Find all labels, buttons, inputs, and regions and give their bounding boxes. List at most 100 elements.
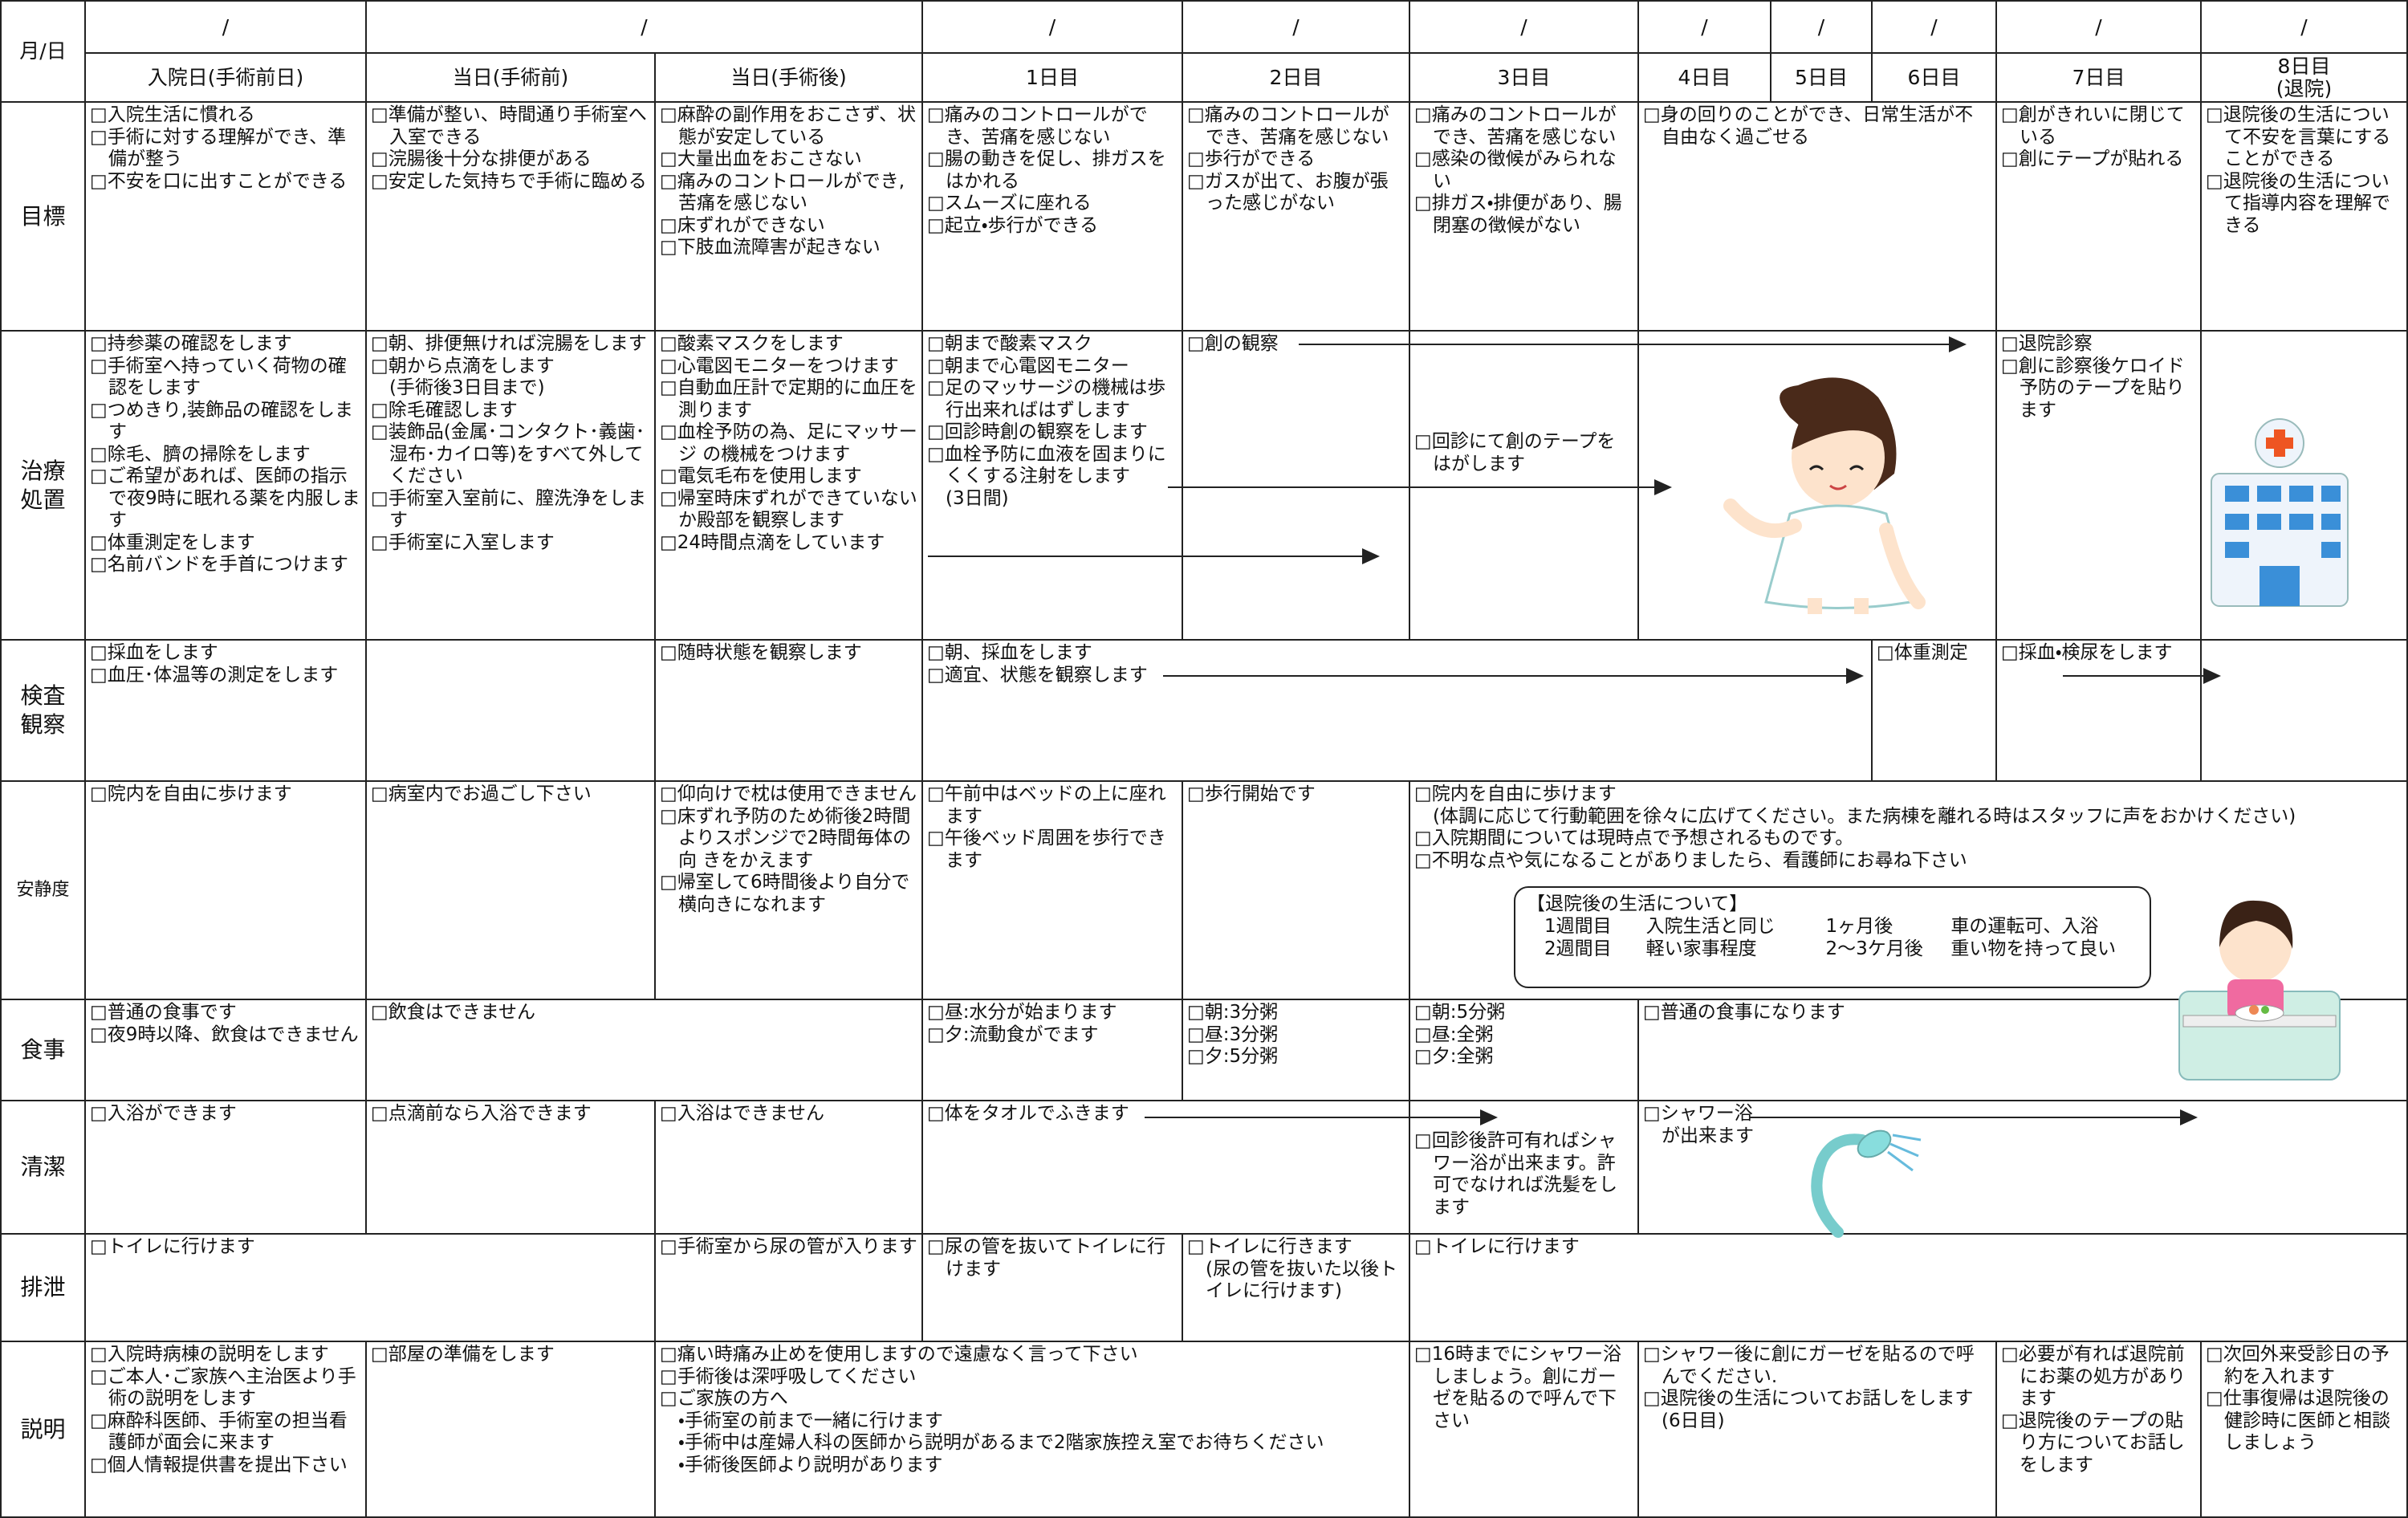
plan-cell (367, 641, 656, 782)
cell-items: □仰向けで枕は使用できません □床ずれ予防のため術後2時間よりスポンジで2時間毎体… (660, 783, 917, 916)
plan-cell: □痛みのコントロールができ、苦痛を感じない □歩行ができる □ガスが出て、お腹が張っ… (1183, 103, 1410, 332)
plan-cell: □入浴ができます (86, 1101, 367, 1235)
plan-cell: □必要が有れば退院前にお薬の処方があります □退院後のテープの貼り方についてお話し… (1997, 1342, 2202, 1518)
cell-items: □昼:水分が始まります □夕:流動食がでます (927, 1002, 1178, 1046)
plan-cell: □痛い時痛み止めを使用しますので遠慮なく言って下さい □手術後は深呼吸してください… (656, 1342, 1410, 1518)
plan-item: (3日間) (946, 487, 1009, 509)
plan-cell: □痛みのコントロールができ、苦痛を感じない □感染の徴候がみられない □排ガス・排便… (1410, 103, 1639, 332)
plan-cell: □朝:3分粥 □昼:3分粥 □夕:5分粥 (1183, 1000, 1410, 1101)
plan-item: □酸素マスクをします (660, 333, 844, 354)
cell-items: □トイレに行けます (1414, 1236, 2402, 1259)
plan-cell: □昼:水分が始まります □夕:流動食がでます (923, 1000, 1183, 1101)
plan-item: □痛みのコントロールができ、苦痛を感じない (1187, 104, 1389, 148)
plan-item: (手術後3日目まで) (389, 377, 545, 398)
plan-item: □飲食はできません (371, 1002, 536, 1023)
plan-item: □体重測定をします (90, 531, 255, 553)
cell-items: □病室内でお過ごし下さい (371, 783, 650, 806)
plan-item: □入浴はできません (660, 1103, 825, 1124)
row-label: 説明 (2, 1342, 86, 1518)
date-header: / (923, 2, 1183, 54)
plan-item: □歩行開始です (1187, 783, 1316, 804)
cell-items: □退院後の生活について不安を言葉にすることができる □退院後の生活について指導内容… (2206, 104, 2402, 237)
cell-items: □普通の食事になります (1643, 1002, 2402, 1024)
row-label: 検査観察 (2, 641, 86, 782)
plan-item: □個人情報提供書を提出下さい (90, 1454, 348, 1475)
plan-cell: □普通の食事です □夜9時以降、飲食はできません (86, 1000, 367, 1101)
plan-item: □ご本人･ご家族へ主治医より手術の説明をします (90, 1365, 356, 1410)
plan-item: □入浴ができます (90, 1103, 237, 1124)
plan-item: □床ずれ予防のため術後2時間よりスポンジで2時間毎体の向 きをかえます (660, 805, 912, 871)
plan-cell: □酸素マスクをします □心電図モニターをつけます □自動血圧計で定期的に血圧を測りま… (656, 332, 923, 641)
plan-item: □夕:流動食がでます (927, 1024, 1099, 1045)
date-header: / (2202, 2, 2408, 54)
plan-cell: □持参薬の確認をします □手術室へ持っていく荷物の確認をします □つめきり,装飾品の… (86, 332, 367, 641)
cell-items: □朝、排便無ければ浣腸をします □朝から点滴をします (手術後3日目まで) □除毛確認… (371, 333, 650, 554)
cell-items: □準備が整い、時間通り手術室へ入室できる □浣腸後十分な排便がある □安定した気持ち… (371, 104, 650, 193)
plan-item: ・手術室の前まで一緒に行けます (678, 1410, 943, 1431)
plan-cell: □朝まで酸素マスク □朝まで心電図モニター □足のマッサージの機械は歩行出来ればはず… (923, 332, 1183, 641)
plan-item: □トイレに行きます (1187, 1236, 1352, 1257)
plan-item: □創に診察後ケロイド予防のテープを貼ります (2001, 355, 2185, 421)
row-label-text: 治療処置 (20, 457, 66, 513)
plan-item: □退院後の生活について不安を言葉にすることができる (2206, 104, 2391, 169)
day-label: 3日目 (1497, 65, 1551, 89)
plan-cell: □創の観察 (1183, 332, 1410, 641)
plan-item: ・手術中は産婦人科の医師から説明があるまで2階家族控え室でお待ちください (678, 1432, 1324, 1453)
plan-item: □朝:5分粥 (1414, 1002, 1506, 1023)
plan-item: □麻酔の副作用をおこさず、状態が安定している (660, 104, 917, 148)
box-text: 1ヶ月後 (1825, 916, 1893, 937)
plan-item: □次回外来受診日の予約を入れます (2206, 1344, 2390, 1387)
cell-items: □普通の食事です □夜9時以降、飲食はできません (90, 1002, 361, 1046)
cell-items: □入院時病棟の説明をします □ご本人･ご家族へ主治医より手術の説明をします □麻酔科… (90, 1344, 361, 1476)
plan-item: □採血・検尿をします (2001, 642, 2173, 663)
box-text: 2週間目 (1544, 938, 1612, 959)
cell-items: □痛みのコントロールができ、苦痛を感じない □感染の徴候がみられない □排ガス・排便… (1414, 104, 1633, 237)
plan-item: □名前バンドを手首につけます (90, 554, 348, 575)
plan-item: □血栓予防の為、足にマッサージ の機械をつけます (660, 421, 917, 465)
plan-item: □手術室へ持っていく荷物の確認をします (90, 355, 347, 399)
plan-cell: □トイレに行けます (86, 1235, 656, 1342)
row-label-text: 検査観察 (20, 682, 66, 738)
plan-item: □シャワー浴が出来ます (1643, 1103, 1754, 1146)
plan-cell (1639, 332, 1997, 641)
plan-item: □不明な点や気になることがありましたら、看護師にお尋ね下さい (1414, 849, 1967, 871)
plan-item: □入院生活に慣れる (90, 104, 255, 125)
plan-cell: □点滴前なら入浴できます (367, 1101, 656, 1235)
date-header: / (1410, 2, 1639, 54)
plan-item: □朝、採血をします (927, 642, 1092, 663)
plan-item: □装飾品(金属･コンタクト･義歯･湿布･カイロ等)をすべて外してください (371, 421, 645, 486)
cell-items: □朝:3分粥 □昼:3分粥 □夕:5分粥 (1187, 1002, 1405, 1068)
plan-item: □足のマッサージの機械は歩行出来ればはずします (927, 377, 1166, 421)
plan-cell: □尿の管を抜いてトイレに行けます (923, 1235, 1183, 1342)
plan-item: □除毛確認します (371, 399, 518, 421)
plan-cell (2202, 641, 2408, 782)
cell-items: □体をタオルでふきます (927, 1103, 1405, 1125)
plan-item: □16時までにシャワー浴しましょう。創にガーゼを貼るので呼んで下さい (1414, 1344, 1621, 1431)
plan-item: □仰向けで枕は使用できません (660, 783, 917, 804)
row-label: 排泄 (2, 1235, 86, 1342)
plan-cell (2202, 332, 2408, 641)
day-label: 当日(手術後) (730, 65, 847, 89)
date-header: / (367, 2, 923, 54)
plan-cell: □入院生活に慣れる □手術に対する理解ができ、準備が整う □不安を口に出すことができ… (86, 103, 367, 332)
day-header: 1日目 (923, 54, 1183, 103)
plan-item: □歩行ができる (1187, 149, 1316, 169)
plan-item: □昼:水分が始まります (927, 1002, 1117, 1023)
plan-item: □つめきり,装飾品の確認をします (90, 399, 354, 443)
box-text: 重い物を持って良い (1950, 938, 2117, 959)
plan-item: □院内を自由に歩けます (90, 783, 292, 804)
plan-cell: □朝、排便無ければ浣腸をします □朝から点滴をします (手術後3日目まで) □除毛確認… (367, 332, 656, 641)
plan-item: □回診時創の観察をします (927, 421, 1148, 442)
day-header: 入院日(手術前日) (86, 54, 367, 103)
plan-item: □痛みのコントロールができ、苦痛を感じない (927, 104, 1148, 148)
row-label-text: 説明 (20, 1415, 66, 1443)
plan-cell: □普通の食事になります (1639, 1000, 2408, 1101)
cell-items: □入浴ができます (90, 1103, 361, 1125)
cell-items: □トイレに行きます (尿の管を抜いた以後トイレに行けます) (1187, 1236, 1405, 1303)
cell-items: □院内を自由に歩けます (90, 783, 361, 806)
plan-cell: □体重測定 (1873, 641, 1997, 782)
plan-item: □仕事復帰は退院後の健診時に医師と相談しましょう (2206, 1388, 2390, 1453)
plan-item: □手術室に入室します (371, 531, 555, 553)
plan-cell: □採血・検尿をします (1997, 641, 2202, 782)
